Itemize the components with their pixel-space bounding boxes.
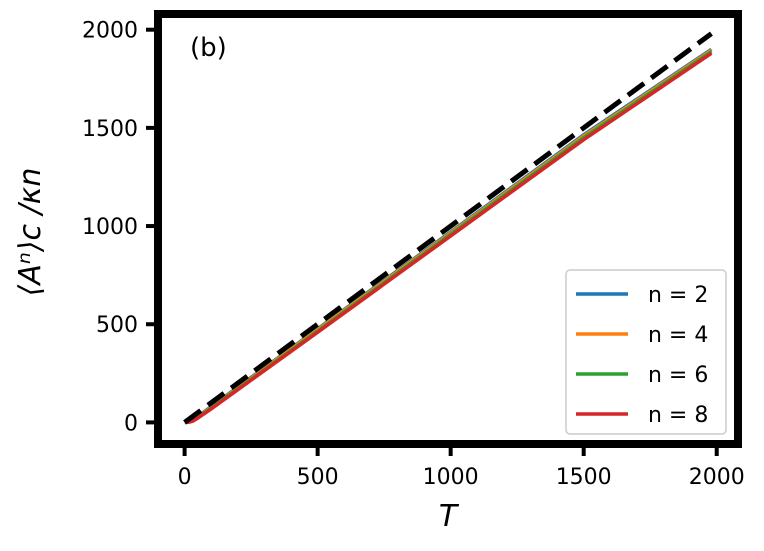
y-tick-label: 1500 (82, 117, 138, 142)
x-axis-label: T (439, 499, 460, 534)
x-tick-label: 500 (297, 465, 339, 490)
y-tick-label: 0 (124, 411, 138, 436)
y-axis-label: ⟨Aⁿ⟩c /κn (13, 168, 48, 297)
y-axis-ticks: 0 500 1000 1500 2000 (82, 19, 158, 436)
legend-label: n = 2 (648, 283, 708, 308)
x-axis-ticks: 0 500 1000 1500 2000 (178, 444, 745, 490)
legend-label: n = 4 (648, 323, 708, 348)
plot-frame (154, 10, 742, 448)
x-tick-label: 1500 (556, 465, 612, 490)
x-tick-label: 0 (178, 465, 192, 490)
legend-label: n = 6 (648, 363, 708, 388)
legend-box (565, 269, 727, 435)
panel-label: (b) (190, 33, 227, 63)
legend-label: n = 8 (648, 403, 708, 428)
plot-lines (183, 31, 713, 425)
legend: n = 2 n = 4 n = 6 n = 8 (565, 269, 727, 435)
x-tick-label: 2000 (689, 465, 745, 490)
y-tick-label: 500 (96, 313, 138, 338)
y-tick-label: 1000 (82, 215, 138, 240)
y-tick-label: 2000 (82, 19, 138, 44)
reference-dashed-line (183, 31, 713, 425)
x-tick-label: 1000 (423, 465, 479, 490)
